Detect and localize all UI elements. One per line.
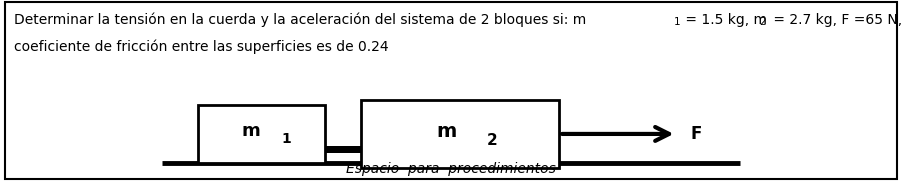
Bar (361, 100, 559, 168)
Text: Determinar la tensión en la cuerda y la aceleración del sistema de 2 bloques si:: Determinar la tensión en la cuerda y la … (14, 13, 585, 27)
Text: = 1.5 kg, m: = 1.5 kg, m (681, 13, 767, 27)
Bar (198, 105, 325, 163)
Text: $\mathbf{m}$: $\mathbf{m}$ (241, 122, 261, 140)
Text: = 2.7 kg, F =65 N,: = 2.7 kg, F =65 N, (769, 13, 902, 27)
Text: $\mathbf{F}$: $\mathbf{F}$ (690, 125, 702, 143)
Text: $\mathbf{2}$: $\mathbf{2}$ (486, 132, 497, 148)
Text: 1: 1 (673, 17, 680, 27)
Bar (325, 146, 361, 153)
Text: 2: 2 (759, 17, 766, 27)
Text: $\mathbf{m}$: $\mathbf{m}$ (436, 122, 457, 141)
Text: $\mathbf{1}$: $\mathbf{1}$ (281, 132, 292, 146)
Text: Espacio  para  procedimientos: Espacio para procedimientos (346, 163, 556, 176)
Text: coeficiente de fricción entre las superficies es de 0.24: coeficiente de fricción entre las superf… (14, 40, 388, 54)
